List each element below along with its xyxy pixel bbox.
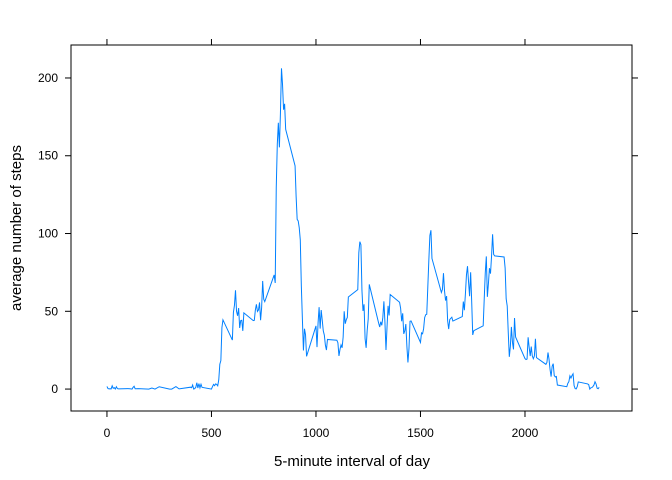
x-tick-label: 0 (104, 426, 111, 440)
y-tick-label: 150 (38, 149, 58, 163)
y-tick-label: 50 (45, 304, 59, 318)
y-tick-label: 100 (38, 227, 58, 241)
y-tick-label: 200 (38, 71, 58, 85)
plot-frame (70, 44, 633, 412)
y-tick-label: 0 (51, 382, 58, 396)
x-tick-label: 500 (201, 426, 221, 440)
x-tick-label: 1000 (303, 426, 330, 440)
data-line (106, 68, 600, 391)
x-tick-label: 1500 (407, 426, 434, 440)
y-axis-label: average number of steps (8, 145, 25, 311)
x-tick-label: 2000 (512, 426, 539, 440)
x-axis-label: 5-minute interval of day (274, 453, 430, 470)
